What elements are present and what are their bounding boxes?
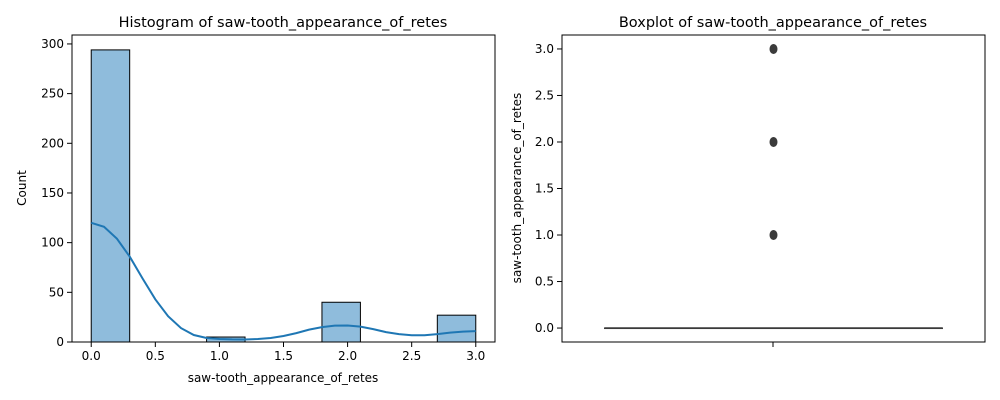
histogram-bars: [90, 49, 477, 343]
y-tick-label: 0.0: [535, 321, 554, 335]
histogram-frame: [71, 34, 496, 343]
boxplot-title: Boxplot of saw-tooth_appearance_of_retes: [619, 15, 927, 31]
outlier-point: [769, 43, 778, 54]
y-tick-label: 1.5: [535, 182, 554, 196]
x-tick-label: 1.0: [210, 349, 229, 363]
y-tick-label: 200: [41, 136, 64, 150]
boxplot-y-label: saw-tooth_appearance_of_retes: [510, 93, 524, 284]
x-tick-label: 2.0: [338, 349, 357, 363]
y-tick-label: 150: [41, 186, 64, 200]
y-tick-label: 2.0: [535, 135, 554, 149]
boxplot-body: [604, 327, 943, 330]
histogram-bar: [90, 49, 131, 343]
x-tick-label: 3.0: [466, 349, 485, 363]
outlier-point: [769, 136, 778, 147]
boxplot-outliers: [769, 43, 778, 241]
histogram-y-ticks: 0 50 100 150 200 250 300: [41, 37, 72, 349]
histogram-bar: [321, 301, 361, 343]
histogram-title: Histogram of saw-tooth_appearance_of_ret…: [119, 15, 448, 31]
histogram-panel: Histogram of saw-tooth_appearance_of_ret…: [15, 15, 496, 385]
histogram-bar: [436, 314, 477, 343]
histogram-x-label: saw-tooth_appearance_of_retes: [188, 371, 379, 385]
histogram-x-ticks: 0.0 0.5 1.0 1.5 2.0 2.5 3.0: [82, 342, 485, 363]
x-tick-label: 0.0: [82, 349, 101, 363]
x-tick-label: 0.5: [146, 349, 165, 363]
kde-curve: [90, 221, 476, 341]
y-tick-label: 1.0: [535, 228, 554, 242]
boxplot-panel: Boxplot of saw-tooth_appearance_of_retes…: [510, 15, 986, 347]
x-tick-label: 1.5: [274, 349, 293, 363]
outlier-point: [769, 230, 778, 241]
boxplot-y-ticks: 0.0 0.5 1.0 1.5 2.0 2.5 3.0: [535, 42, 562, 335]
y-tick-label: 0: [56, 335, 64, 349]
y-tick-label: 100: [41, 236, 64, 250]
y-tick-label: 2.5: [535, 88, 554, 102]
x-tick-label: 2.5: [402, 349, 421, 363]
y-tick-label: 300: [41, 37, 64, 51]
y-tick-label: 0.5: [535, 275, 554, 289]
y-tick-label: 50: [49, 285, 64, 299]
boxplot-frame: [561, 34, 986, 343]
y-tick-label: 3.0: [535, 42, 554, 56]
y-tick-label: 250: [41, 87, 64, 101]
histogram-y-label: Count: [15, 170, 29, 206]
